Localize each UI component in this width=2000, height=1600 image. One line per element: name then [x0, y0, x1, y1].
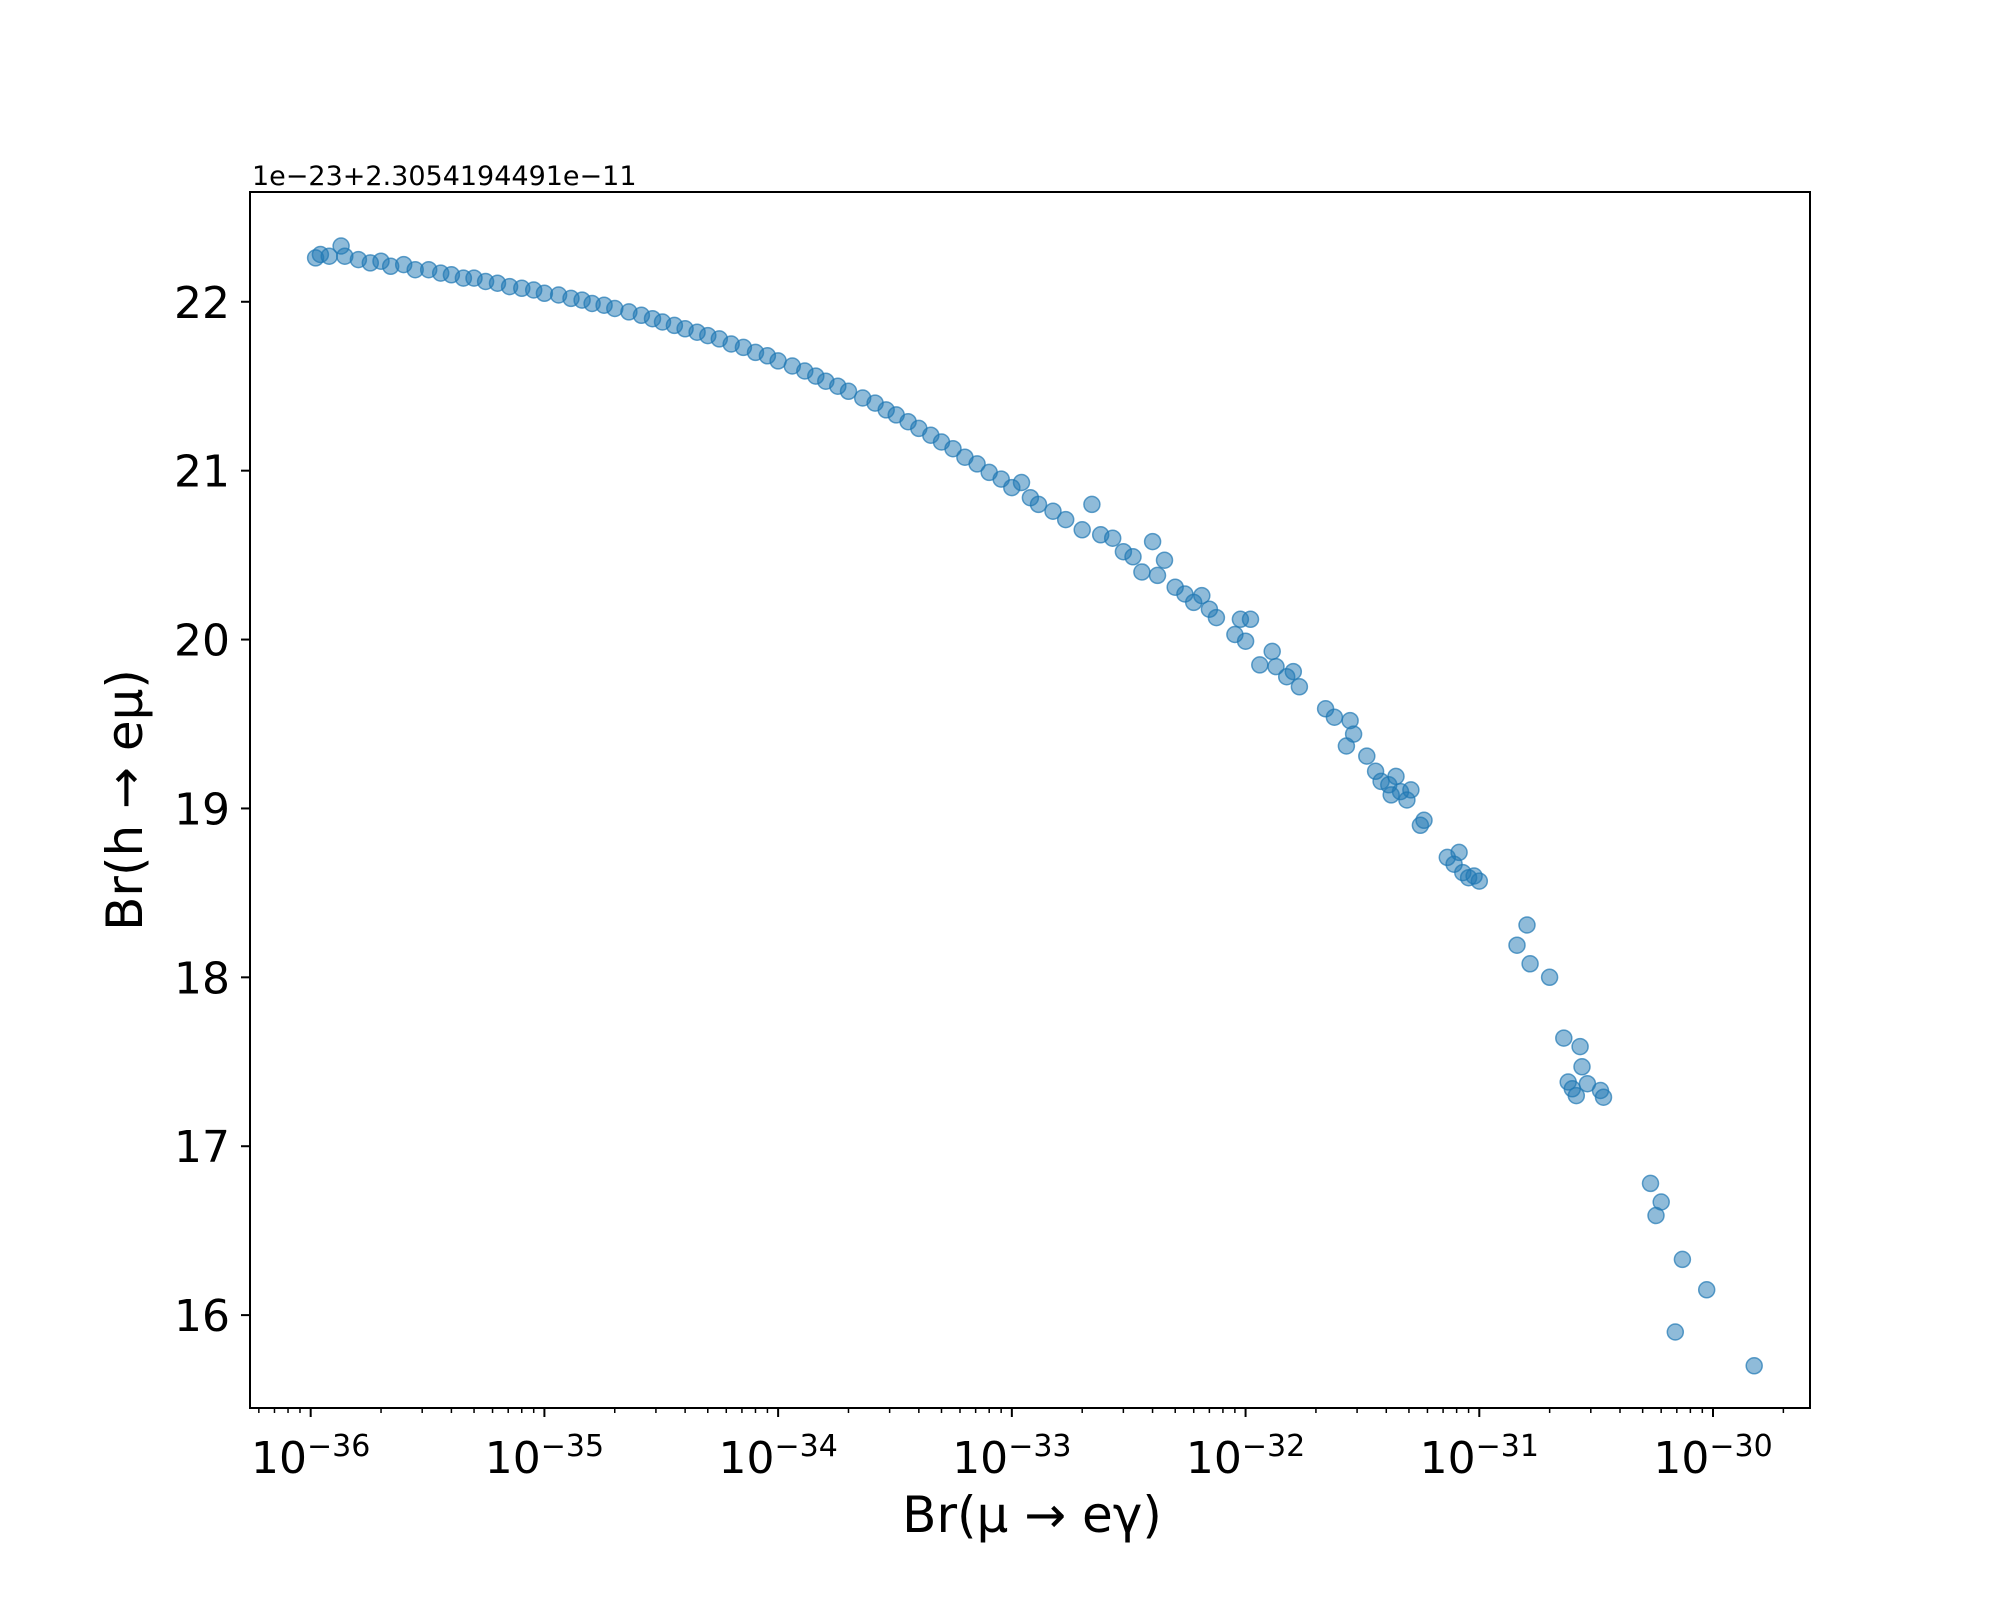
data-point [1124, 548, 1142, 566]
x-axis-label: Br(μ → eγ) [902, 1486, 1162, 1544]
data-point [1073, 521, 1091, 539]
data-point [1251, 656, 1269, 674]
data-point [1508, 936, 1526, 954]
data-point [1290, 678, 1309, 696]
data-point [1573, 1058, 1591, 1076]
data-point [1263, 642, 1281, 661]
y-axis-ticks: 16 17 18 19 20 21 22 [174, 278, 250, 1342]
x-tick-label: 10−34 [718, 1429, 837, 1484]
data-point [1555, 1029, 1573, 1047]
data-point [1470, 872, 1489, 890]
data-point [1083, 495, 1101, 514]
data-point [1193, 586, 1211, 605]
x-axis-ticks: 10−36 10−35 10−34 10−33 10−32 10−31 10−30 [251, 1408, 1785, 1484]
y-tick-label: 17 [174, 1122, 230, 1173]
data-point [1207, 608, 1226, 627]
data-point [1148, 566, 1167, 585]
data-point [1697, 1281, 1716, 1299]
data-point [1241, 610, 1260, 629]
data-point [1284, 662, 1303, 681]
y-tick-label: 21 [174, 447, 230, 498]
y-axis-label: Br(h → eμ) [96, 669, 154, 931]
data-point [1029, 495, 1048, 514]
y-tick-label: 16 [174, 1291, 230, 1342]
data-point [1567, 1086, 1586, 1105]
data-point [1267, 657, 1285, 676]
data-point [1518, 916, 1536, 934]
data-point [1594, 1088, 1613, 1106]
data-point [1012, 473, 1031, 492]
y-tick-label: 22 [174, 278, 230, 329]
data-point [1358, 747, 1376, 765]
data-point [1103, 529, 1122, 547]
data-point [1344, 725, 1363, 743]
y-tick-label: 20 [174, 616, 230, 667]
x-tick-label: 10−30 [1653, 1429, 1772, 1484]
data-points [306, 237, 1763, 1375]
data-point [1402, 781, 1420, 799]
y-tick-label: 19 [174, 784, 230, 835]
x-tick-label: 10−35 [485, 1429, 604, 1484]
x-tick-label: 10−36 [251, 1429, 370, 1484]
data-point [1143, 532, 1162, 551]
data-point [1450, 843, 1468, 862]
y-tick-label: 18 [174, 953, 230, 1004]
data-point [1415, 811, 1433, 830]
data-point [1236, 632, 1255, 650]
data-point [1571, 1037, 1589, 1056]
data-point [1652, 1193, 1670, 1211]
data-point [1745, 1357, 1763, 1375]
data-point [1325, 708, 1344, 726]
data-point [968, 455, 986, 473]
data-point [606, 299, 624, 318]
x-tick-label: 10−31 [1420, 1429, 1539, 1484]
data-point [1133, 563, 1151, 581]
data-point [1056, 510, 1075, 529]
data-point [1155, 551, 1174, 569]
data-point [1540, 968, 1559, 987]
data-point [1044, 502, 1062, 520]
data-point [944, 439, 962, 458]
data-point [1641, 1174, 1660, 1193]
data-point [839, 382, 858, 401]
data-point [535, 284, 554, 303]
x-tick-label: 10−32 [1186, 1429, 1305, 1484]
y-offset-label: 1e−23+2.3054194491e−11 [252, 161, 637, 192]
data-point [1673, 1250, 1692, 1269]
data-point [1521, 955, 1539, 973]
data-point [1387, 767, 1405, 786]
data-point [1666, 1323, 1685, 1341]
plot-frame [249, 191, 1811, 1409]
x-tick-label: 10−33 [952, 1429, 1071, 1484]
